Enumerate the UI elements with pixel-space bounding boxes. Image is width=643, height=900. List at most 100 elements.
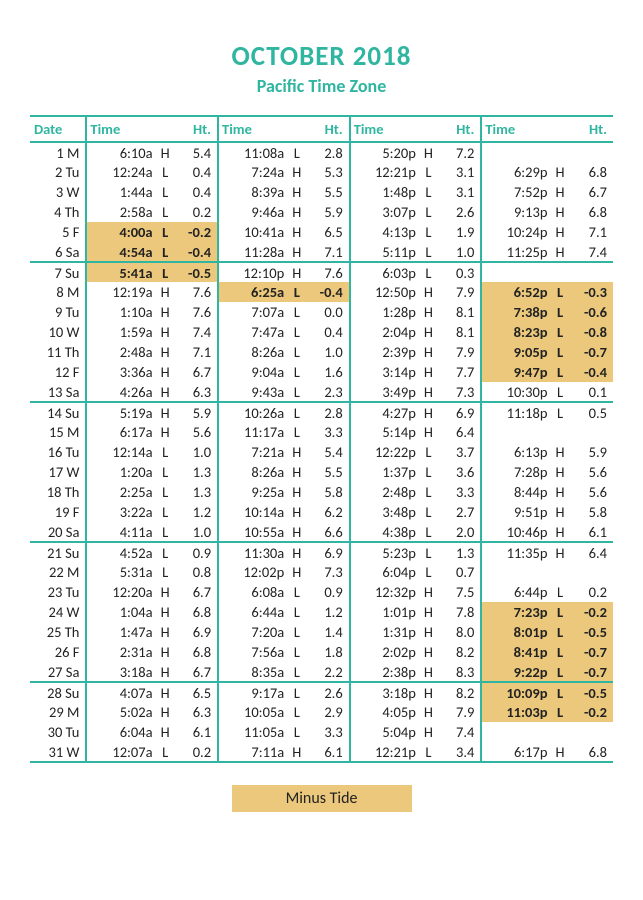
cell-time: 2:38p <box>350 662 418 682</box>
cell-time: 4:11a <box>86 522 154 542</box>
cell-date: 2 Tu <box>30 162 86 182</box>
cell-ht: 6.5 <box>307 222 349 242</box>
table-row: 14 Su5:19aH5.910:26aL2.84:27pH6.911:18pL… <box>30 402 613 422</box>
cell-hl: H <box>418 142 439 162</box>
cell-ht: 1.0 <box>176 442 218 462</box>
table-row: 20 Sa4:11aL1.010:55aH6.64:38pL2.010:46pH… <box>30 522 613 542</box>
cell-hl: H <box>155 282 176 302</box>
cell-time: 9:13p <box>481 202 549 222</box>
cell-hl: H <box>550 462 571 482</box>
cell-hl: H <box>155 322 176 342</box>
cell-hl: H <box>418 302 439 322</box>
cell-time: 7:56a <box>218 642 286 662</box>
cell-ht: 1.0 <box>176 522 218 542</box>
cell-ht: -0.2 <box>571 602 613 622</box>
cell-ht: -0.5 <box>571 622 613 642</box>
cell-date: 31 W <box>30 742 86 762</box>
cell-hl <box>550 722 571 742</box>
table-header: Date Time Ht. Time Ht. Time Ht. Time Ht. <box>30 116 613 142</box>
cell-time: 1:20a <box>86 462 154 482</box>
cell-hl: H <box>286 262 307 282</box>
cell-time: 1:04a <box>86 602 154 622</box>
cell-date: 30 Tu <box>30 722 86 742</box>
cell-ht: 0.5 <box>571 402 613 422</box>
cell-ht: -0.7 <box>571 662 613 682</box>
cell-hl: H <box>155 362 176 382</box>
table-row: 10 W1:59aH7.47:47aL0.42:04pH8.18:23pL-0.… <box>30 322 613 342</box>
cell-time <box>481 562 549 582</box>
cell-ht: 8.2 <box>439 682 481 702</box>
cell-ht: 7.4 <box>176 322 218 342</box>
cell-ht: 0.4 <box>307 322 349 342</box>
table-row: 23 Tu12:20aH6.76:08aL0.912:32pH7.56:44pL… <box>30 582 613 602</box>
cell-ht: 1.3 <box>439 542 481 562</box>
cell-date: 19 F <box>30 502 86 522</box>
cell-ht: 5.9 <box>571 442 613 462</box>
cell-ht: 7.6 <box>307 262 349 282</box>
cell-time <box>481 722 549 742</box>
cell-hl: H <box>155 722 176 742</box>
table-row: 24 W1:04aH6.86:44aL1.21:01pH7.87:23pL-0.… <box>30 602 613 622</box>
cell-hl: H <box>286 182 307 202</box>
cell-ht: 0.4 <box>176 162 218 182</box>
cell-time: 4:00a <box>86 222 154 242</box>
cell-ht: 6.3 <box>176 382 218 402</box>
cell-hl: L <box>418 442 439 462</box>
cell-hl: L <box>286 422 307 442</box>
cell-hl: H <box>550 202 571 222</box>
cell-ht <box>571 142 613 162</box>
cell-time: 3:22a <box>86 502 154 522</box>
cell-time: 6:04p <box>350 562 418 582</box>
cell-hl: H <box>550 442 571 462</box>
cell-hl: H <box>418 722 439 742</box>
cell-time: 4:26a <box>86 382 154 402</box>
cell-time: 6:08a <box>218 582 286 602</box>
cell-date: 3 W <box>30 182 86 202</box>
cell-time: 5:19a <box>86 402 154 422</box>
cell-ht: 2.9 <box>307 702 349 722</box>
cell-time: 11:05a <box>218 722 286 742</box>
cell-time: 12:19a <box>86 282 154 302</box>
cell-ht: 0.4 <box>176 182 218 202</box>
cell-date: 9 Tu <box>30 302 86 322</box>
cell-time: 6:44p <box>481 582 549 602</box>
cell-ht: 2.7 <box>439 502 481 522</box>
cell-ht: 6.2 <box>307 502 349 522</box>
cell-time: 12:22p <box>350 442 418 462</box>
cell-time: 2:02p <box>350 642 418 662</box>
cell-hl <box>550 142 571 162</box>
cell-ht: 3.3 <box>439 482 481 502</box>
cell-ht: 6.8 <box>571 742 613 762</box>
cell-hl: H <box>286 462 307 482</box>
cell-time: 1:10a <box>86 302 154 322</box>
cell-ht: -0.2 <box>571 702 613 722</box>
cell-hl: L <box>550 622 571 642</box>
cell-time: 5:31a <box>86 562 154 582</box>
cell-ht: 7.5 <box>439 582 481 602</box>
cell-ht: 7.9 <box>439 282 481 302</box>
cell-hl: L <box>155 262 176 282</box>
cell-hl: L <box>286 702 307 722</box>
cell-ht: 7.3 <box>307 562 349 582</box>
cell-ht: 6.8 <box>176 642 218 662</box>
header-hl-3 <box>418 116 439 142</box>
cell-date: 10 W <box>30 322 86 342</box>
cell-hl: L <box>286 582 307 602</box>
header-time-3: Time <box>350 116 418 142</box>
cell-time: 7:07a <box>218 302 286 322</box>
cell-time: 10:14a <box>218 502 286 522</box>
table-row: 3 W1:44aL0.48:39aH5.51:48pL3.17:52pH6.7 <box>30 182 613 202</box>
cell-hl: H <box>418 642 439 662</box>
table-row: 29 M5:02aH6.310:05aL2.94:05pH7.911:03pL-… <box>30 702 613 722</box>
cell-ht: -0.2 <box>176 222 218 242</box>
header-ht-1: Ht. <box>176 116 218 142</box>
cell-ht: 7.1 <box>307 242 349 262</box>
cell-hl <box>550 562 571 582</box>
cell-ht: 5.5 <box>307 462 349 482</box>
table-row: 11 Th2:48aH7.18:26aL1.02:39pH7.99:05pL-0… <box>30 342 613 362</box>
cell-hl: L <box>550 582 571 602</box>
cell-ht: 7.1 <box>176 342 218 362</box>
cell-time <box>481 422 549 442</box>
cell-date: 25 Th <box>30 622 86 642</box>
header-date: Date <box>30 116 86 142</box>
